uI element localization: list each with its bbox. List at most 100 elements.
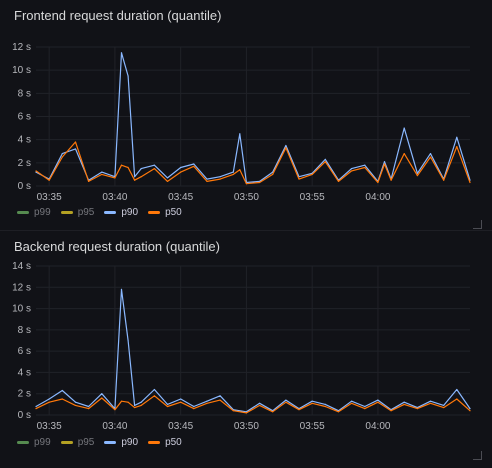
x-tick-label: 03:40 xyxy=(102,421,127,432)
data-point-p50 xyxy=(403,403,405,405)
series-line-p90[interactable] xyxy=(35,288,471,413)
data-point-p50 xyxy=(429,156,432,158)
data-point-p90 xyxy=(48,398,50,400)
y-tick-label: 10 s xyxy=(12,304,31,315)
data-point-p50 xyxy=(456,398,458,400)
y-tick: 6 s xyxy=(18,112,31,123)
data-point-p50 xyxy=(48,401,50,403)
legend-label: p90 xyxy=(121,437,139,448)
backend-duration-chart[interactable]: 0 s 2 s 4 s 6 s 8 s 10 s 12 s 14 s 03:35 03:40 03:… xyxy=(0,231,492,468)
data-point-p90 xyxy=(285,144,287,147)
data-point-p50 xyxy=(193,165,195,167)
data-point-p90 xyxy=(403,401,405,403)
data-point-p90 xyxy=(429,400,432,402)
y-tick-label: 0 s xyxy=(18,181,31,192)
data-point-p90 xyxy=(180,398,182,400)
panel-title[interactable]: Frontend request duration (quantile) xyxy=(14,8,222,23)
x-tick: 03:55 xyxy=(300,421,325,432)
data-point-p50 xyxy=(88,180,90,182)
data-point-p90 xyxy=(351,168,353,170)
data-point-p90 xyxy=(120,288,123,291)
y-tick: 8 s xyxy=(18,325,31,336)
resize-handle-icon[interactable] xyxy=(473,220,482,229)
x-tick-label: 03:40 xyxy=(102,192,127,203)
data-point-p50 xyxy=(324,405,326,408)
data-point-p50 xyxy=(134,179,136,181)
data-point-p50 xyxy=(232,173,234,176)
legend-item-p99[interactable]: p99 xyxy=(17,207,51,218)
data-point-p90 xyxy=(469,408,471,410)
y-tick-label: 4 s xyxy=(18,135,31,146)
legend-item-p95[interactable]: p95 xyxy=(60,207,94,218)
data-point-p90 xyxy=(120,52,123,54)
data-point-p90 xyxy=(153,164,155,166)
y-tick-label: 8 s xyxy=(18,325,31,336)
x-tick: 04:00 xyxy=(365,421,390,432)
data-point-p90 xyxy=(285,399,287,401)
y-tick: 2 s xyxy=(18,158,31,169)
data-point-p50 xyxy=(383,163,386,165)
resize-handle-icon[interactable] xyxy=(473,451,482,460)
frontend-duration-chart[interactable]: 0 s 2 s 4 s 6 s 8 s 10 s 12 s 03:35 03:40 03:45 03… xyxy=(0,0,492,230)
series-line-p50[interactable] xyxy=(35,141,471,185)
data-point-p90 xyxy=(180,166,182,169)
series-line-p50[interactable] xyxy=(35,395,471,414)
x-tick-label: 03:55 xyxy=(300,421,325,432)
legend-label: p50 xyxy=(165,437,182,448)
data-point-p90 xyxy=(416,172,418,174)
legend-item-p90[interactable]: p90 xyxy=(104,207,138,218)
legend-item-p50[interactable]: p50 xyxy=(148,437,182,448)
x-tick: 03:55 xyxy=(300,192,325,203)
data-point-p50 xyxy=(127,401,129,403)
data-point-p50 xyxy=(245,412,248,414)
data-point-p50 xyxy=(364,408,366,410)
data-point-p50 xyxy=(258,404,261,407)
data-point-p50 xyxy=(377,401,379,403)
data-point-p90 xyxy=(258,402,261,404)
x-tick: 03:45 xyxy=(168,192,193,203)
data-point-p90 xyxy=(193,163,195,165)
legend-label: p50 xyxy=(165,207,182,218)
data-point-p50 xyxy=(403,152,405,155)
x-tick-label: 03:35 xyxy=(37,192,62,203)
legend-item-p95[interactable]: p95 xyxy=(60,437,94,448)
data-point-p90 xyxy=(101,171,103,173)
legend-item-p50[interactable]: p50 xyxy=(148,207,182,218)
data-point-p50 xyxy=(298,409,300,411)
panel-title[interactable]: Backend request duration (quantile) xyxy=(14,239,220,254)
data-point-p50 xyxy=(390,179,392,181)
data-point-p50 xyxy=(337,411,340,413)
data-point-p50 xyxy=(337,180,340,182)
legend-label: p99 xyxy=(34,207,51,218)
x-tick-label: 03:50 xyxy=(234,192,259,203)
legend-item-p90[interactable]: p90 xyxy=(104,437,138,448)
data-point-p90 xyxy=(364,405,366,408)
data-point-p50 xyxy=(134,406,136,409)
legend-item-p99[interactable]: p99 xyxy=(17,437,51,448)
data-point-p50 xyxy=(74,141,77,143)
y-tick: 12 s xyxy=(12,282,31,293)
data-point-p90 xyxy=(456,388,458,391)
data-point-p50 xyxy=(193,408,195,410)
y-tick-label: 12 s xyxy=(12,42,31,53)
y-tick-label: 6 s xyxy=(18,346,31,357)
data-point-p50 xyxy=(140,176,142,178)
data-point-p50 xyxy=(180,401,182,403)
x-tick-label: 03:35 xyxy=(37,421,62,432)
data-point-p90 xyxy=(219,395,221,397)
data-point-p90 xyxy=(134,176,136,178)
data-point-p50 xyxy=(364,166,366,169)
data-point-p50 xyxy=(35,170,37,172)
y-tick: 10 s xyxy=(12,65,31,76)
data-point-p90 xyxy=(140,401,142,403)
data-point-p90 xyxy=(127,339,129,342)
data-point-p50 xyxy=(74,404,77,407)
data-point-p90 xyxy=(456,136,458,138)
panel-divider xyxy=(0,230,492,231)
data-point-p50 xyxy=(311,402,313,404)
y-tick: 0 s xyxy=(18,181,31,192)
x-tick: 03:40 xyxy=(102,421,127,432)
data-point-p90 xyxy=(193,405,195,408)
backend-duration-panel: Backend request duration (quantile) 0 s 2… xyxy=(0,231,492,468)
data-point-p50 xyxy=(232,410,234,412)
